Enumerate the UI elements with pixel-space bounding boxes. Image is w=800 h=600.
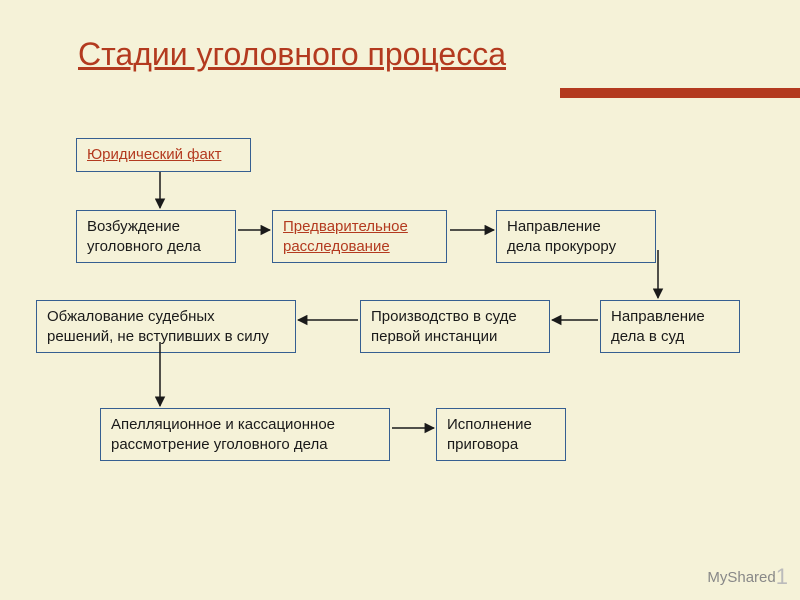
slide-title: Стадии уголовного процесса bbox=[78, 36, 506, 73]
box-cass: Апелляционное и кассационное рассмотрени… bbox=[100, 408, 390, 461]
box-prelim: Предварительное расследование bbox=[272, 210, 447, 263]
box-appeal1: Обжалование судебных решений, не вступив… bbox=[36, 300, 296, 353]
box-fact: Юридический факт bbox=[76, 138, 251, 172]
box-first: Производство в суде первой инстанции bbox=[360, 300, 550, 353]
box-prosec: Направление дела прокурору bbox=[496, 210, 656, 263]
box-case: Возбуждение уголовного дела bbox=[76, 210, 236, 263]
accent-bar bbox=[560, 88, 800, 98]
box-tocourt: Направление дела в суд bbox=[600, 300, 740, 353]
watermark-brand: MyShared bbox=[707, 569, 775, 586]
watermark: MyShared1 bbox=[707, 564, 788, 590]
slide: Стадии уголовного процесса Юридический ф… bbox=[0, 0, 800, 600]
watermark-num: 1 bbox=[776, 564, 788, 589]
box-exec: Исполнение приговора bbox=[436, 408, 566, 461]
